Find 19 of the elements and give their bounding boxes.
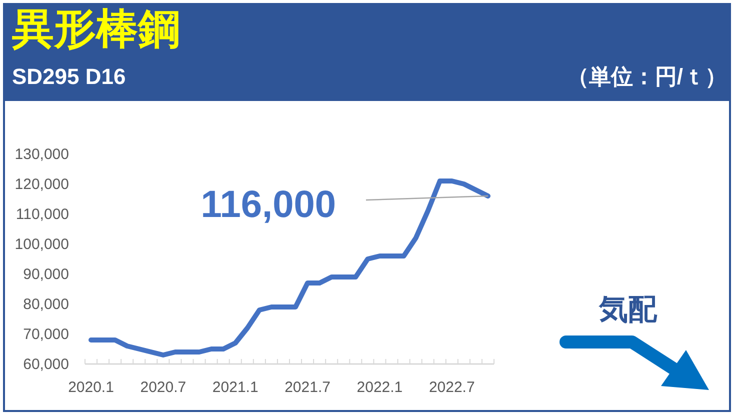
- text: （単位：円/ｔ）: [566, 64, 727, 89]
- x-tick-label: 2021.1: [212, 379, 258, 396]
- x-tick-label: 2021.7: [284, 379, 330, 396]
- y-tick-label: 80,000: [23, 296, 69, 313]
- chart-subtitle: SD295 D16: [12, 64, 126, 89]
- y-tick-label: 60,000: [23, 356, 69, 373]
- y-tick-label: 90,000: [23, 266, 69, 283]
- x-tick-label: 2020.1: [68, 379, 114, 396]
- text: 気配: [598, 294, 658, 326]
- y-tick-label: 130,000: [14, 146, 69, 163]
- y-tick-label: 70,000: [23, 326, 69, 343]
- x-tick-label: 2020.7: [140, 379, 186, 396]
- chart-title: 異形棒鋼: [12, 5, 180, 52]
- y-tick-label: 120,000: [14, 176, 69, 193]
- x-tick-label: 2022.7: [428, 379, 475, 396]
- y-tick-label: 110,000: [16, 206, 69, 223]
- data-label: 116,000: [200, 184, 336, 226]
- x-tick-label: 2022.1: [356, 379, 403, 396]
- y-tick-label: 100,000: [14, 236, 69, 253]
